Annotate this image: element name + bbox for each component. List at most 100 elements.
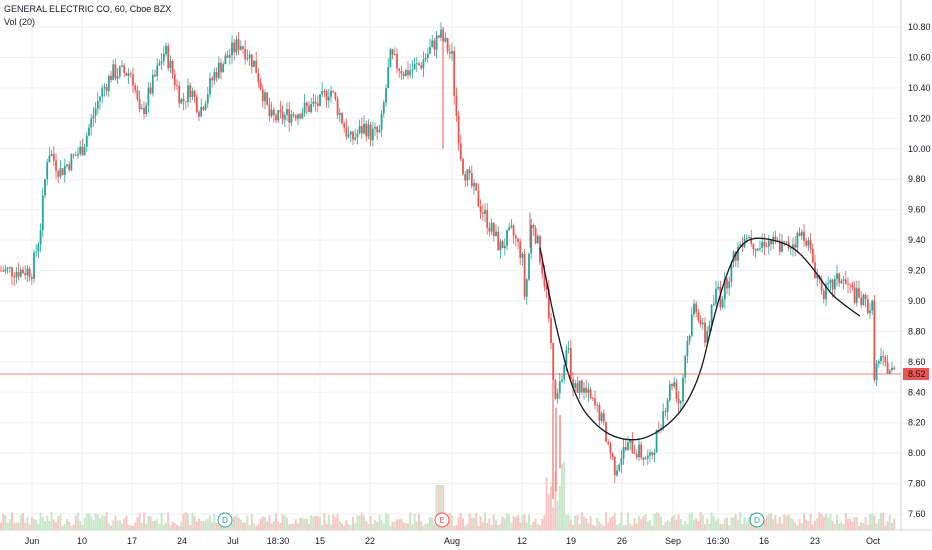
volume-bar — [404, 523, 407, 530]
candle-body — [547, 289, 550, 319]
candle-body — [668, 384, 671, 401]
volume-bar — [638, 515, 640, 530]
volume-bar — [682, 524, 684, 530]
volume-bar — [624, 524, 627, 530]
volume-bar — [708, 523, 711, 530]
time-tick-label: 22 — [365, 536, 375, 546]
time-tick-label: 19 — [566, 536, 576, 546]
volume-bar — [112, 520, 115, 530]
candle-body — [481, 212, 484, 214]
time-tick-label: 26 — [617, 536, 627, 546]
candle-body — [616, 470, 618, 476]
candle-body — [99, 96, 101, 102]
candle-body — [396, 54, 398, 69]
drawn-curve-annotation[interactable] — [539, 237, 861, 441]
chart-grid — [0, 0, 932, 531]
volume-bar — [367, 523, 370, 530]
candle-body — [532, 225, 535, 229]
volume-bar — [17, 522, 20, 530]
candle-body — [490, 222, 493, 232]
volume-bar — [347, 523, 350, 530]
volume-histogram — [0, 461, 896, 530]
candle-body — [213, 72, 216, 81]
candle-body — [382, 102, 385, 114]
volume-bar — [704, 524, 706, 530]
volume-bar — [50, 512, 53, 530]
candle-body — [171, 61, 174, 75]
volume-bar — [259, 519, 262, 530]
candle-body — [675, 382, 678, 399]
candle-body — [272, 109, 275, 116]
candle-body — [288, 109, 291, 123]
candle-body — [116, 76, 119, 79]
candle-body — [129, 73, 132, 75]
candle-body — [61, 168, 64, 175]
volume-bar — [578, 524, 581, 530]
candle-body — [800, 231, 803, 236]
candle-body — [420, 65, 423, 69]
candle-body — [543, 273, 546, 286]
candle-body — [673, 382, 676, 387]
volume-bar — [193, 516, 196, 530]
candle-body — [627, 442, 629, 450]
candle-body — [292, 114, 295, 116]
volume-bar — [519, 522, 522, 530]
volume-bar — [220, 525, 222, 530]
dividend-event-marker[interactable]: D — [217, 512, 233, 528]
volume-bar — [255, 525, 258, 530]
time-tick-label: Aug — [444, 536, 460, 546]
candle-body — [499, 241, 502, 251]
volume-bar — [288, 524, 291, 530]
volume-bar — [107, 523, 110, 530]
time-tick-label: Sep — [665, 536, 681, 546]
volume-bar — [745, 521, 748, 530]
volume-bar — [336, 513, 339, 530]
candle-body — [140, 107, 143, 109]
volume-bar — [385, 512, 387, 530]
volume-bar — [886, 521, 889, 530]
volume-bar — [312, 516, 315, 530]
price-tick-label: 10.80 — [908, 22, 931, 32]
candle-body — [222, 64, 225, 73]
candle-body — [143, 107, 145, 115]
volume-bar — [68, 521, 71, 530]
volume-bar — [272, 521, 275, 530]
candle-body — [807, 240, 810, 246]
candle-body — [631, 439, 634, 454]
volume-bar — [840, 522, 843, 530]
candle-body — [589, 389, 592, 399]
candle-body — [468, 169, 471, 174]
symbol-title[interactable]: GENERAL ELECTRIC CO, 60, Cboe BZX — [4, 4, 172, 14]
price-axis[interactable]: 10.80 10.60 10.40 10.20 10.00 9.80 9.60 9.40 9.2… — [908, 22, 931, 519]
volume-bar — [710, 512, 713, 530]
volume-bar — [541, 518, 544, 530]
volume-indicator-label[interactable]: Vol (20) — [4, 17, 36, 27]
candle-body — [385, 88, 387, 103]
candle-body — [710, 305, 713, 326]
candle-body — [96, 101, 99, 109]
candle-body — [451, 51, 453, 54]
volume-bar — [371, 524, 374, 530]
candle-body — [737, 246, 739, 261]
time-tick-label: Jun — [25, 536, 40, 546]
volume-bar — [147, 516, 150, 530]
earnings-event-marker[interactable]: E — [434, 512, 450, 528]
price-tick-label: 8.00 — [908, 448, 926, 458]
volume-bar — [455, 524, 458, 530]
candle-body — [167, 45, 170, 69]
dividend-event-marker[interactable]: D — [749, 512, 765, 528]
volume-bar — [391, 521, 394, 530]
candle-body — [39, 230, 42, 245]
volume-bar — [187, 513, 189, 530]
candle-body — [642, 457, 645, 460]
volume-bar — [418, 513, 420, 530]
candle-body — [572, 379, 574, 389]
candle-body — [761, 242, 764, 249]
time-axis[interactable]: Jun 10 17 24 Jul 18:30 15 22 Aug 12 19 26 Sep 16:30 16… — [25, 536, 881, 546]
candle-body — [231, 42, 233, 56]
candle-body — [248, 54, 251, 59]
volume-bar — [354, 523, 357, 530]
volume-bar — [448, 512, 451, 530]
